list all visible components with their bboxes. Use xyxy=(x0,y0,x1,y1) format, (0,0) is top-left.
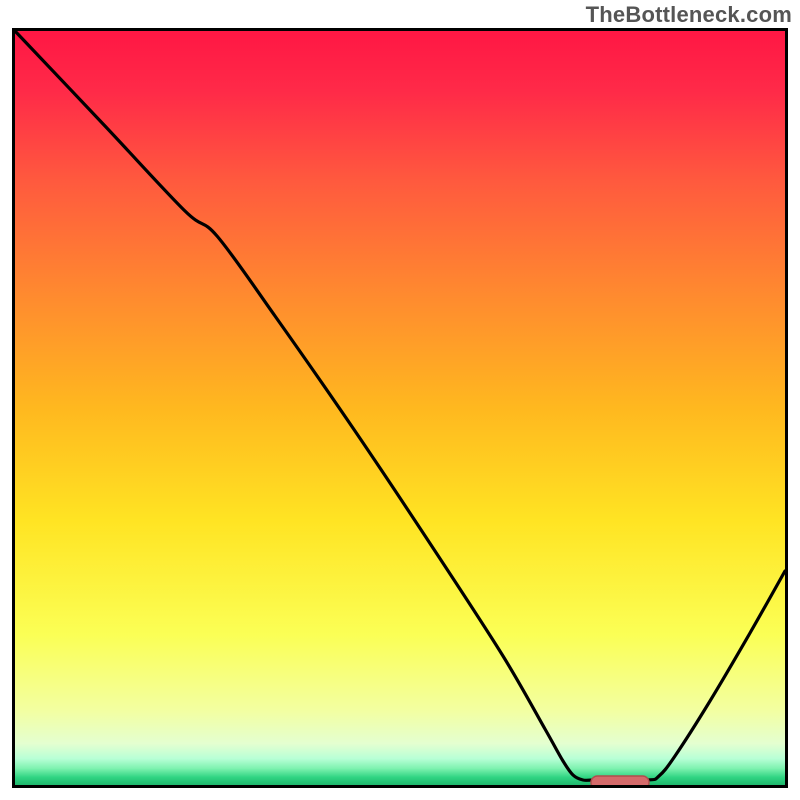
watermark-text: TheBottleneck.com xyxy=(586,2,792,28)
gradient-background xyxy=(15,31,785,785)
chart-container: TheBottleneck.com xyxy=(0,0,800,800)
minimum-marker xyxy=(591,776,649,785)
plot-frame xyxy=(12,28,788,788)
plot-svg xyxy=(15,31,785,785)
